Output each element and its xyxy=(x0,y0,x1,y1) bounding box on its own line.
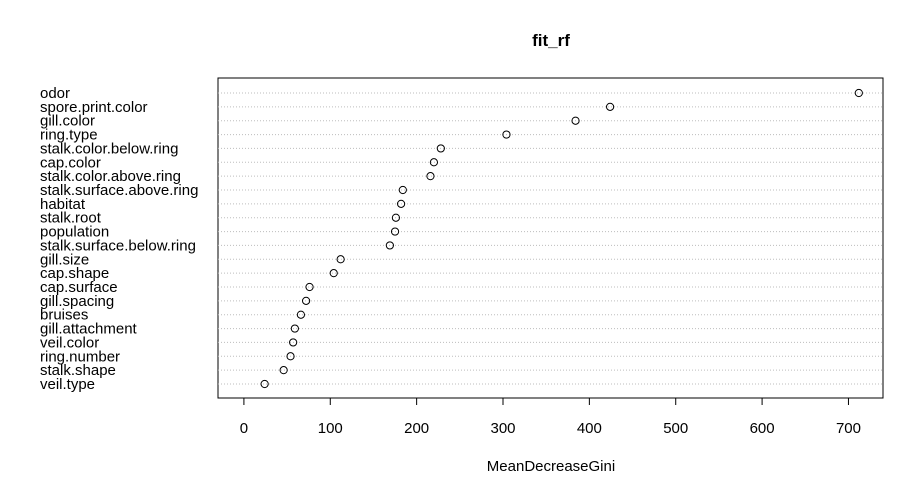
x-tick-label: 400 xyxy=(577,420,602,437)
variable-label: ring.type xyxy=(40,127,98,144)
x-tick-label: 0 xyxy=(240,420,248,437)
variable-labels: odorspore.print.colorgill.colorring.type… xyxy=(40,85,198,393)
variable-label: gill.spacing xyxy=(40,293,114,310)
data-point xyxy=(502,130,511,139)
x-tick-label: 100 xyxy=(318,420,343,437)
data-point xyxy=(385,241,394,250)
variable-label: stalk.surface.below.ring xyxy=(40,237,196,254)
data-point xyxy=(426,172,435,181)
variable-label: stalk.color.below.ring xyxy=(40,140,178,157)
data-point xyxy=(436,144,445,153)
variable-label: stalk.shape xyxy=(40,362,116,379)
data-point xyxy=(329,269,338,278)
variable-label: odor xyxy=(40,85,70,102)
data-point xyxy=(390,227,400,236)
x-tick-label: 500 xyxy=(663,420,688,437)
data-point xyxy=(398,185,407,195)
grid-lines xyxy=(218,92,883,385)
variable-label: gill.color xyxy=(40,113,95,130)
variable-label: stalk.surface.above.ring xyxy=(40,182,198,199)
data-point xyxy=(305,282,314,292)
x-tick-label: 600 xyxy=(750,420,775,437)
variable-label: veil.type xyxy=(40,376,95,393)
variable-label: veil.color xyxy=(40,334,99,351)
plot-frame xyxy=(217,77,884,399)
variable-label: cap.color xyxy=(40,154,101,171)
x-axis: 0 100 200 300 400 500 600 700 xyxy=(240,397,861,437)
data-point xyxy=(301,296,311,305)
data-point xyxy=(286,352,295,361)
data-point xyxy=(391,213,401,222)
x-tick-label: 200 xyxy=(404,420,429,437)
data-point xyxy=(571,116,580,125)
variable-label: cap.surface xyxy=(40,279,118,296)
data-point xyxy=(429,158,439,167)
x-tick-label: 300 xyxy=(490,420,515,437)
data-point xyxy=(260,379,269,389)
variable-label: gill.size xyxy=(40,251,89,268)
data-point xyxy=(289,338,298,347)
variable-label: stalk.root xyxy=(40,210,102,227)
data-point xyxy=(279,366,288,375)
variable-label: cap.shape xyxy=(40,265,109,282)
x-axis-label: MeanDecreaseGini xyxy=(487,458,615,475)
data-point xyxy=(336,255,345,264)
variable-label: spore.print.color xyxy=(40,99,148,116)
data-point xyxy=(605,102,615,111)
variable-label: population xyxy=(40,224,109,241)
data-point xyxy=(290,324,299,333)
x-tick-label: 700 xyxy=(836,420,861,437)
data-point xyxy=(396,199,406,208)
data-point xyxy=(296,310,306,319)
variable-label: gill.attachment xyxy=(40,321,138,338)
data-point xyxy=(854,88,863,98)
variable-label: stalk.color.above.ring xyxy=(40,168,181,185)
variable-label: habitat xyxy=(40,196,86,213)
data-points xyxy=(260,88,863,389)
variable-label: ring.number xyxy=(40,348,120,365)
variable-label: bruises xyxy=(40,307,88,324)
chart-title: fit_rf xyxy=(532,31,570,50)
